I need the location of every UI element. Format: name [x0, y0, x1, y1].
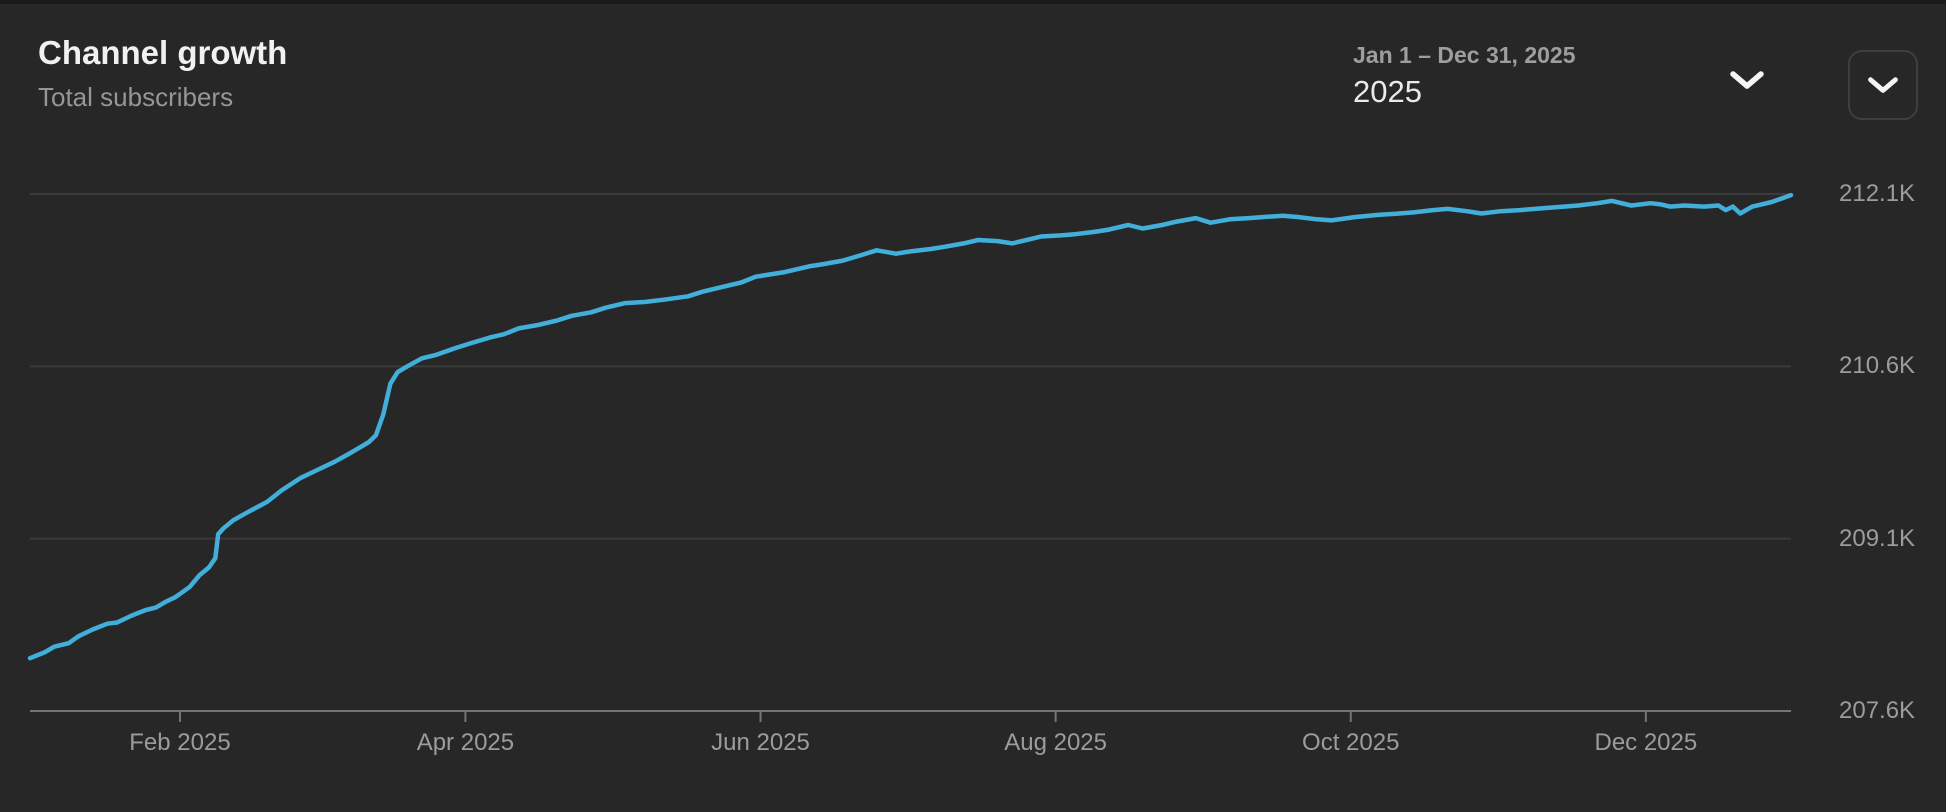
y-axis-label: 209.1K	[1839, 524, 1916, 552]
date-range-picker[interactable]: Jan 1 – Dec 31, 2025 2025	[1353, 42, 1765, 114]
x-axis-label: Aug 2025	[1004, 729, 1108, 756]
date-range-value: 2025	[1353, 74, 1422, 109]
chart-header: Channel growth Total subscribers	[38, 34, 287, 112]
x-axis-label: Oct 2025	[1302, 729, 1400, 756]
x-axis-label: Feb 2025	[129, 729, 231, 756]
chevron-down-icon	[1730, 71, 1764, 89]
page-title: Channel growth	[38, 34, 288, 71]
subscribers-line-series[interactable]	[27, 192, 1794, 661]
y-axis-label: 212.1K	[1839, 180, 1916, 207]
date-range-label: Jan 1 – Dec 31, 2025	[1353, 42, 1576, 68]
y-axis-label: 210.6K	[1839, 352, 1916, 380]
y-axis-label: 207.6K	[1839, 697, 1916, 724]
x-axis-label: Dec 2025	[1594, 729, 1698, 756]
chevron-down-icon	[1868, 76, 1898, 93]
x-axis-label: Apr 2025	[416, 729, 515, 756]
top-divider	[0, 0, 1946, 4]
collapse-chart-button[interactable]	[1848, 50, 1918, 120]
page-subtitle: Total subscribers	[38, 82, 234, 112]
x-axis-label: Jun 2025	[711, 729, 810, 756]
